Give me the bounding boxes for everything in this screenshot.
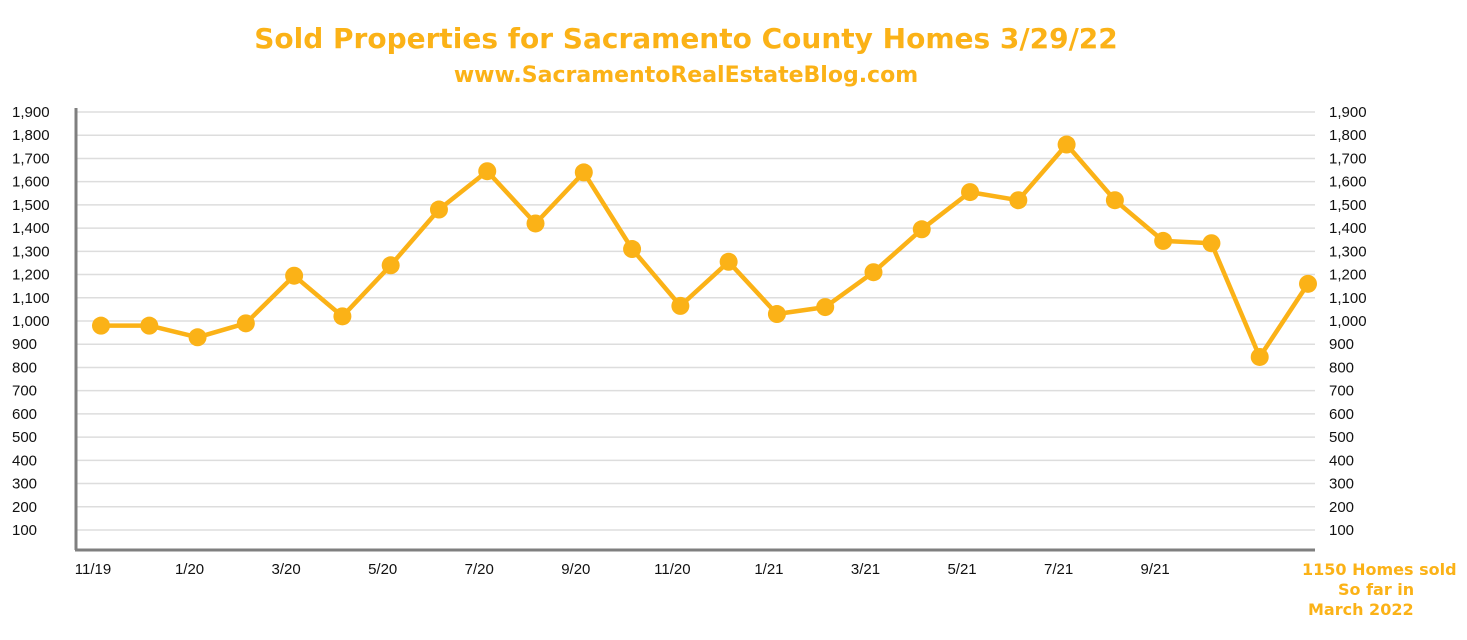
y-tick-label-left: 500	[12, 429, 37, 446]
x-tick-label: 7/20	[465, 561, 494, 578]
y-tick-label-right: 1,000	[1329, 313, 1367, 330]
data-point	[912, 220, 931, 239]
y-tick-label-left: 1,600	[12, 174, 50, 191]
y-tick-label-left: 1,000	[12, 313, 50, 330]
y-tick-label-left: 400	[12, 452, 37, 469]
data-point	[1299, 274, 1317, 293]
y-tick-label-left: 1,100	[12, 290, 50, 307]
y-tick-label-left: 1,300	[12, 243, 50, 260]
y-tick-label-right: 900	[1329, 336, 1354, 353]
y-tick-label-right: 1,600	[1329, 174, 1367, 191]
data-point	[1202, 234, 1221, 253]
y-tick-label-right: 1,900	[1329, 104, 1367, 121]
x-tick-label: 5/20	[368, 561, 397, 578]
x-tick-label: 11/20	[654, 561, 690, 578]
y-tick-label-left: 300	[12, 476, 37, 493]
series-line	[101, 142, 1310, 360]
data-point	[816, 298, 835, 317]
data-point	[526, 214, 545, 233]
y-tick-label-right: 1,100	[1329, 290, 1367, 307]
y-tick-label-right: 800	[1329, 359, 1354, 376]
x-tick-label: 1/20	[175, 561, 204, 578]
y-tick-label-left: 1,200	[12, 267, 50, 284]
data-point	[236, 314, 255, 333]
y-tick-label-left: 200	[12, 499, 37, 516]
data-point	[767, 305, 786, 324]
data-point	[719, 252, 738, 271]
data-point	[429, 200, 448, 219]
y-tick-label-left: 1,900	[12, 104, 50, 121]
x-tick-label: 3/20	[272, 561, 301, 578]
data-point	[1057, 135, 1076, 154]
data-point	[864, 263, 883, 282]
y-tick-label-right: 1,700	[1329, 150, 1367, 167]
y-tick-label-right: 200	[1329, 499, 1354, 516]
y-tick-label-left: 800	[12, 359, 37, 376]
annotation-line-1: 1150 Homes sold	[1302, 560, 1457, 579]
data-point	[1154, 231, 1173, 250]
y-tick-label-right: 1,300	[1329, 243, 1367, 260]
y-tick-label-right: 1,200	[1329, 267, 1367, 284]
annotation-line-2: So far in	[1338, 580, 1415, 599]
data-point	[381, 256, 400, 275]
y-tick-label-left: 1,800	[12, 127, 50, 144]
y-tick-label-left: 700	[12, 383, 37, 400]
chart-title: Sold Properties for Sacramento County Ho…	[254, 22, 1118, 55]
march-2022-annotation: 1150 Homes sold So far in March 2022	[1290, 560, 1460, 620]
y-tick-label-left: 1,700	[12, 150, 50, 167]
data-point	[961, 183, 980, 202]
y-tick-label-right: 500	[1329, 429, 1354, 446]
x-tick-label: 3/21	[851, 561, 880, 578]
data-point	[478, 162, 497, 181]
y-tick-label-right: 400	[1329, 452, 1354, 469]
y-tick-label-right: 1,400	[1329, 220, 1367, 237]
y-tick-label-left: 1,400	[12, 220, 50, 237]
x-tick-label: 7/21	[1044, 561, 1073, 578]
y-tick-label-left: 1,500	[12, 197, 50, 214]
data-point	[1009, 191, 1028, 210]
y-tick-label-left: 100	[12, 522, 37, 539]
x-tick-label: 5/21	[947, 561, 976, 578]
y-tick-label-right: 300	[1329, 476, 1354, 493]
data-point	[1105, 191, 1124, 210]
data-point	[140, 316, 159, 335]
x-tick-label: 1/21	[754, 561, 783, 578]
data-point	[188, 328, 207, 347]
data-point	[671, 296, 690, 315]
data-point	[285, 266, 304, 285]
y-tick-label-right: 1,800	[1329, 127, 1367, 144]
x-tick-label: 9/20	[561, 561, 590, 578]
y-tick-label-right: 1,500	[1329, 197, 1367, 214]
data-point	[574, 163, 593, 182]
y-tick-label-right: 700	[1329, 383, 1354, 400]
data-point	[92, 316, 110, 335]
y-tick-label-right: 600	[1329, 406, 1354, 423]
y-tick-label-left: 900	[12, 336, 37, 353]
y-tick-label-right: 100	[1329, 522, 1354, 539]
data-point	[1250, 347, 1269, 366]
annotation-line-3: March 2022	[1308, 600, 1414, 619]
data-point	[333, 307, 352, 326]
x-tick-label: 11/19	[75, 561, 111, 578]
x-tick-label: 9/21	[1141, 561, 1170, 578]
data-point	[623, 240, 642, 259]
chart-subtitle: www.SacramentoRealEstateBlog.com	[453, 63, 919, 88]
y-tick-label-left: 600	[12, 406, 37, 423]
